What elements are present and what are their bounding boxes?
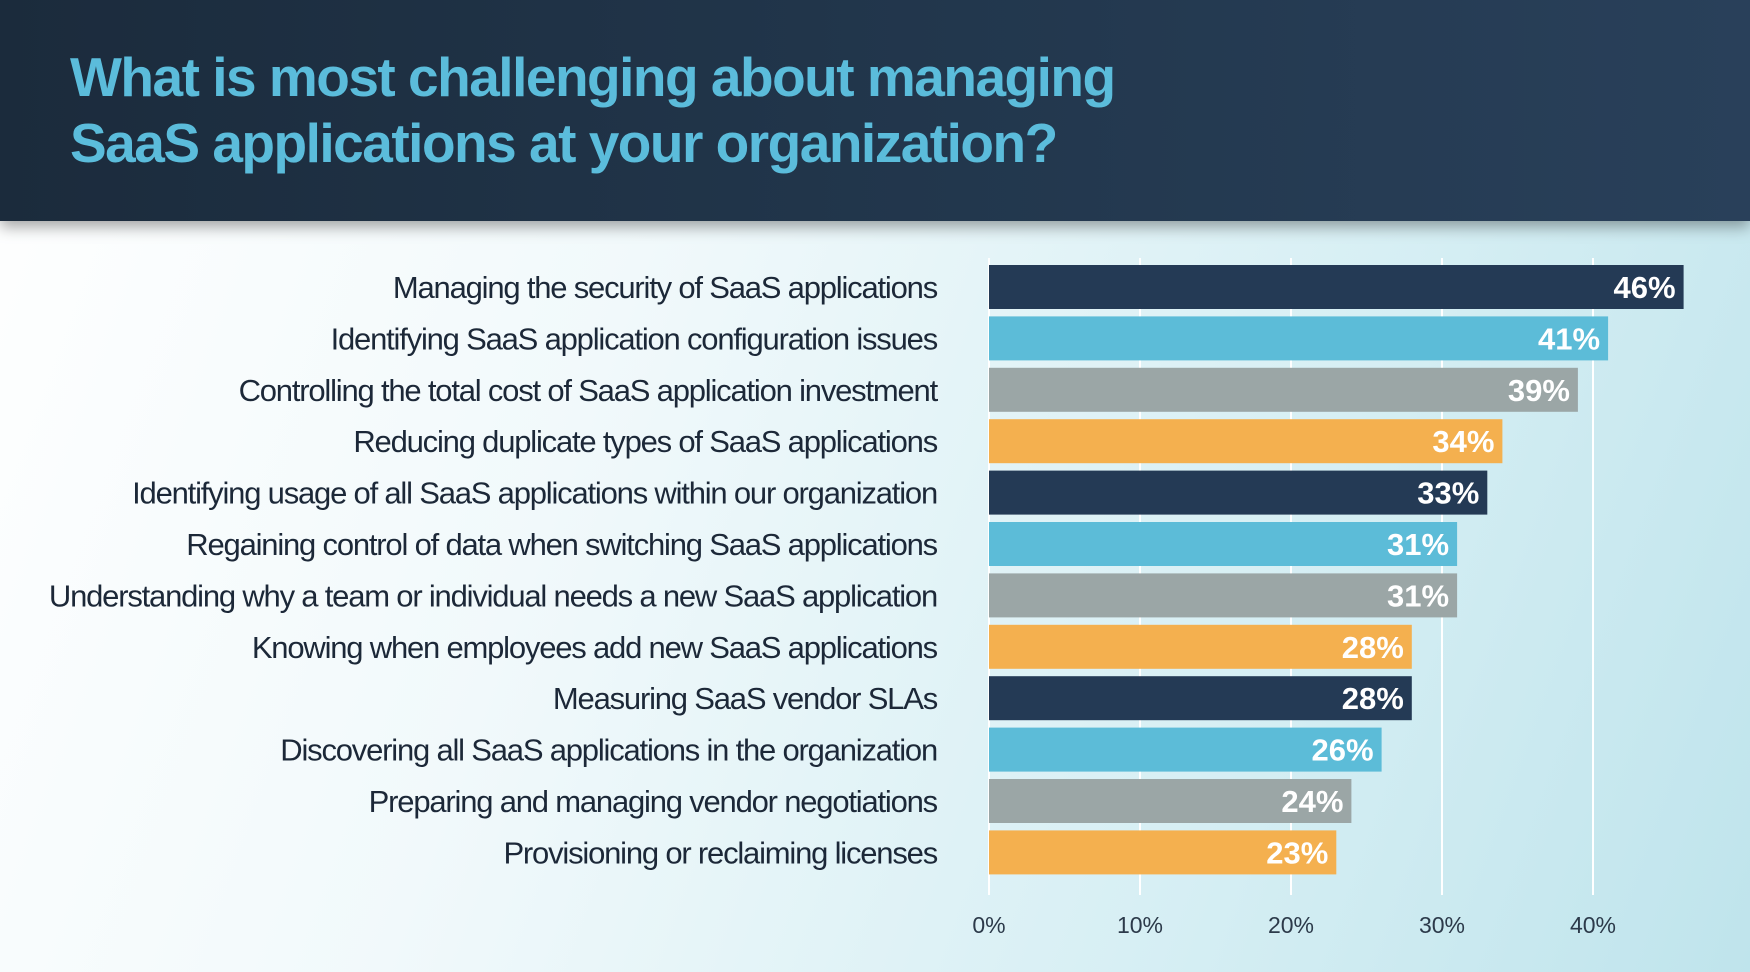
tick-label-10: 10% [1117,912,1163,938]
category-label-9: Measuring SaaS vendor SLAs [553,681,938,716]
bar-9 [989,676,1412,721]
category-label-10: Discovering all SaaS applications in the… [280,733,937,768]
category-label-5: Identifying usage of all SaaS applicatio… [132,476,937,511]
value-label-2: 41% [1538,321,1600,356]
value-label-3: 39% [1508,373,1570,408]
bar-8 [989,624,1412,669]
bar-5 [989,470,1488,515]
bar-2 [989,316,1609,361]
value-label-6: 31% [1387,527,1449,562]
title-line-2: SaaS applications at your organization? [70,112,1058,174]
value-label-1: 46% [1614,270,1676,305]
category-label-7: Understanding why a team or individual n… [49,578,937,613]
tick-label-20: 20% [1268,912,1314,938]
axis-ticks: 0% 10% 20% 30% 40% [972,912,1616,938]
header-banner: What is most challenging about managing … [0,0,1750,221]
category-label-8: Knowing when employees add new SaaS appl… [252,630,938,665]
value-label-8: 28% [1342,630,1404,665]
bar-12 [989,830,1337,875]
value-label-11: 24% [1281,784,1343,819]
value-label-7: 31% [1387,578,1449,613]
title-line-1: What is most challenging about managing [70,46,1116,108]
bar-11 [989,779,1352,823]
category-label-4: Reducing duplicate types of SaaS applica… [353,424,937,459]
bar-6 [989,522,1458,566]
tick-label-30: 30% [1419,912,1465,938]
bar-7 [989,573,1458,618]
category-label-3: Controlling the total cost of SaaS appli… [239,373,939,408]
value-label-4: 34% [1432,424,1494,459]
value-label-12: 23% [1266,835,1328,870]
bar-1 [989,265,1684,309]
bars: 46% 41% 39% 34% 33% 31% 31% 28% 28% 26% 24% 23% [989,265,1684,875]
tick-label-0: 0% [972,912,1005,938]
tick-label-40: 40% [1570,912,1616,938]
category-labels: Managing the security of SaaS applicatio… [49,270,940,870]
category-label-2: Identifying SaaS application configurati… [331,321,938,356]
category-label-6: Regaining control of data when switching… [186,527,937,562]
value-label-5: 33% [1417,476,1479,511]
bar-3 [989,367,1578,412]
page-title: What is most challenging about managing … [70,44,1116,176]
bar-10 [989,727,1382,772]
category-label-1: Managing the security of SaaS applicatio… [393,270,938,305]
bar-4 [989,419,1503,464]
category-label-11: Preparing and managing vendor negotiatio… [369,784,938,819]
value-label-10: 26% [1312,733,1374,768]
category-label-12: Provisioning or reclaiming licenses [503,835,937,870]
value-label-9: 28% [1342,681,1404,716]
